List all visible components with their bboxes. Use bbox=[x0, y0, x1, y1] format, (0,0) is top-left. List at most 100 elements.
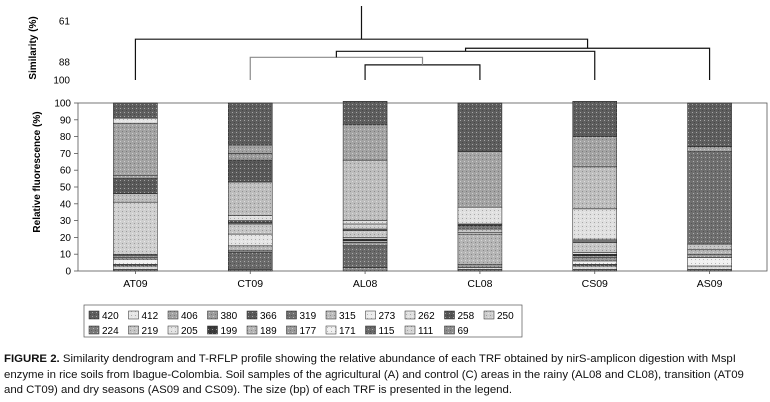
bar-segment-189 bbox=[228, 245, 273, 252]
bar-segment-171 bbox=[113, 258, 158, 265]
dendrogram-link bbox=[249, 56, 424, 80]
bar-segment-69 bbox=[572, 269, 617, 272]
legend-swatch bbox=[325, 310, 337, 320]
legend-item-189: 189 bbox=[246, 325, 277, 337]
bar-segment-315 bbox=[342, 159, 388, 221]
bar-stack-ct09 bbox=[228, 102, 273, 272]
legend-label: 115 bbox=[379, 326, 395, 337]
plot-frame bbox=[77, 102, 768, 272]
bar-segment-189 bbox=[572, 255, 617, 258]
legend-swatch bbox=[207, 325, 218, 335]
bar-stack-at09 bbox=[113, 102, 158, 272]
legend-label: 199 bbox=[221, 326, 238, 337]
legend-swatch bbox=[88, 310, 100, 320]
legend-swatch bbox=[325, 325, 337, 335]
bar-segment-111 bbox=[457, 267, 503, 270]
y-tick-label: 100 bbox=[54, 99, 71, 110]
y-tick-label: 60 bbox=[60, 166, 72, 177]
bar-segment-177 bbox=[457, 264, 503, 268]
y-tick-label: 90 bbox=[60, 115, 72, 126]
bar-segment-250 bbox=[572, 238, 617, 242]
legend-item-380: 380 bbox=[207, 310, 238, 322]
bar-segment-205 bbox=[342, 237, 388, 240]
y-tick-label: 40 bbox=[60, 199, 72, 210]
dendrogram-tick-label: 100 bbox=[53, 76, 70, 87]
legend-item-111: 111 bbox=[404, 325, 434, 337]
legend-item-115: 115 bbox=[365, 325, 395, 337]
bar-segment-224 bbox=[572, 240, 617, 243]
bar-segment-262 bbox=[572, 208, 617, 240]
legend-label: 111 bbox=[418, 326, 434, 337]
bar-segment-420 bbox=[457, 102, 503, 152]
bar-segment-69 bbox=[687, 269, 732, 272]
bar-segment-315 bbox=[228, 181, 273, 216]
bar-segment-262 bbox=[228, 215, 273, 221]
bar-segment-380 bbox=[228, 153, 273, 161]
x-tick-label: AS09 bbox=[697, 278, 723, 290]
bar-segment-189 bbox=[457, 233, 503, 265]
legend-label: 315 bbox=[339, 311, 356, 322]
x-tick-label: CS09 bbox=[582, 278, 608, 290]
bar-stack-cs09 bbox=[572, 101, 617, 272]
bar-segment-315 bbox=[572, 166, 617, 210]
bar-segment-69 bbox=[457, 269, 503, 272]
dendrogram-tick-labels: 61 88 100 bbox=[53, 17, 70, 87]
legend-label: 273 bbox=[379, 311, 396, 322]
legend-label: 171 bbox=[339, 326, 356, 337]
figure-caption: FIGURE 2. Similarity dendrogram and T-RF… bbox=[4, 352, 766, 399]
bar-segment-420 bbox=[228, 102, 273, 146]
legend-item-219: 219 bbox=[128, 325, 159, 337]
legend-item-250: 250 bbox=[483, 310, 514, 322]
y-tick-label: 50 bbox=[60, 183, 72, 194]
y-tick-label: 20 bbox=[60, 233, 72, 244]
x-tick-label: AT09 bbox=[123, 278, 147, 290]
legend-item-171: 171 bbox=[325, 325, 356, 337]
legend-swatch bbox=[404, 325, 416, 335]
legend-label: 380 bbox=[221, 311, 238, 322]
bar-segment-406 bbox=[687, 146, 732, 152]
bar-segment-171 bbox=[687, 257, 732, 267]
similarity-dendrogram: Similarity (%) 61 88 100 bbox=[28, 6, 711, 87]
bar-segment-177 bbox=[687, 253, 732, 258]
legend-label: 258 bbox=[458, 311, 475, 322]
y-tick-label: 70 bbox=[60, 149, 72, 160]
bar-segment-319 bbox=[687, 151, 732, 245]
bar-segment-177 bbox=[342, 242, 388, 247]
bar-segment-250 bbox=[342, 223, 388, 230]
legend-item-205: 205 bbox=[167, 325, 198, 337]
legend-swatch bbox=[167, 325, 179, 335]
legend-swatch bbox=[246, 310, 258, 320]
bar-segment-412 bbox=[113, 117, 158, 124]
bar-segment-171 bbox=[572, 260, 617, 265]
legend-item-199: 199 bbox=[207, 325, 238, 337]
legend-label: 412 bbox=[142, 311, 159, 322]
bar-segment-406 bbox=[572, 136, 617, 168]
bar-stack-cl08 bbox=[457, 102, 503, 272]
bar-segment-315 bbox=[113, 193, 158, 203]
legend-item-177: 177 bbox=[286, 325, 317, 337]
dendrogram-link bbox=[335, 50, 596, 80]
bar-segment-258 bbox=[228, 220, 273, 223]
legend-swatch bbox=[286, 310, 297, 320]
legend-swatch bbox=[483, 310, 495, 320]
legend-item-273: 273 bbox=[365, 310, 396, 322]
dendrogram-ylabel: Similarity (%) bbox=[28, 16, 39, 79]
legend-label: 319 bbox=[300, 311, 317, 322]
dendrogram-link bbox=[364, 64, 481, 80]
legend-swatch bbox=[286, 325, 297, 335]
bar-segment-69 bbox=[228, 269, 273, 272]
legend-label: 219 bbox=[142, 326, 159, 337]
legend-swatch bbox=[128, 325, 139, 335]
y-tick-label: 80 bbox=[60, 132, 72, 143]
dendrogram-tick-label: 61 bbox=[59, 17, 71, 28]
legend-swatch bbox=[444, 325, 455, 335]
bar-segment-219 bbox=[342, 230, 388, 238]
bar-segment-219 bbox=[687, 243, 732, 250]
x-tick-label: CL08 bbox=[467, 278, 492, 290]
bar-segment-258 bbox=[457, 223, 503, 226]
legend-item-420: 420 bbox=[88, 310, 119, 322]
legend-label: 366 bbox=[260, 311, 277, 322]
legend-label: 177 bbox=[300, 326, 317, 337]
legend-label: 262 bbox=[418, 311, 435, 322]
